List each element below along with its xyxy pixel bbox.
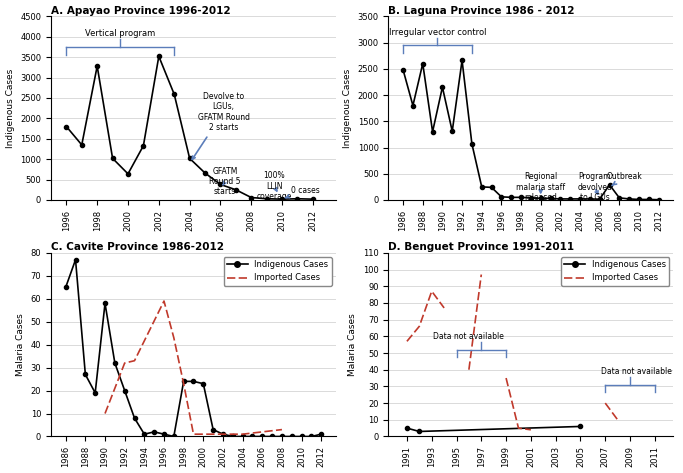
Legend: Indigenous Cases, Imported Cases: Indigenous Cases, Imported Cases (223, 257, 332, 286)
Text: Data not available: Data not available (434, 332, 504, 341)
Text: 100%
LLIN
coverage: 100% LLIN coverage (257, 171, 292, 201)
Y-axis label: Malaria Cases: Malaria Cases (348, 313, 357, 376)
Text: A. Apayao Province 1996-2012: A. Apayao Province 1996-2012 (51, 6, 231, 16)
Text: Regional
malaria staff
released: Regional malaria staff released (516, 172, 566, 202)
Text: GFATM
Round 5
starts: GFATM Round 5 starts (209, 166, 241, 196)
Y-axis label: Indigenous Cases: Indigenous Cases (5, 69, 14, 148)
Y-axis label: Malaria Cases: Malaria Cases (16, 313, 25, 376)
Text: 0 cases: 0 cases (285, 186, 320, 198)
Text: Irregular vector control: Irregular vector control (389, 28, 486, 37)
Text: D. Benguet Province 1991-2011: D. Benguet Province 1991-2011 (389, 242, 574, 252)
Text: Outbreak: Outbreak (607, 172, 642, 185)
Text: Vertical program: Vertical program (85, 29, 156, 38)
Text: Data not available: Data not available (601, 367, 671, 376)
Text: Devolve to
LGUs,
GFATM Round
2 starts: Devolve to LGUs, GFATM Round 2 starts (192, 92, 249, 159)
Legend: Indigenous Cases, Imported Cases: Indigenous Cases, Imported Cases (561, 257, 669, 286)
Text: C. Cavite Province 1986-2012: C. Cavite Province 1986-2012 (51, 242, 224, 252)
Y-axis label: Indigenous Cases: Indigenous Cases (343, 69, 352, 148)
Text: B. Laguna Province 1986 - 2012: B. Laguna Province 1986 - 2012 (389, 6, 575, 16)
Text: Program
devolved
to LGUs: Program devolved to LGUs (577, 172, 612, 202)
